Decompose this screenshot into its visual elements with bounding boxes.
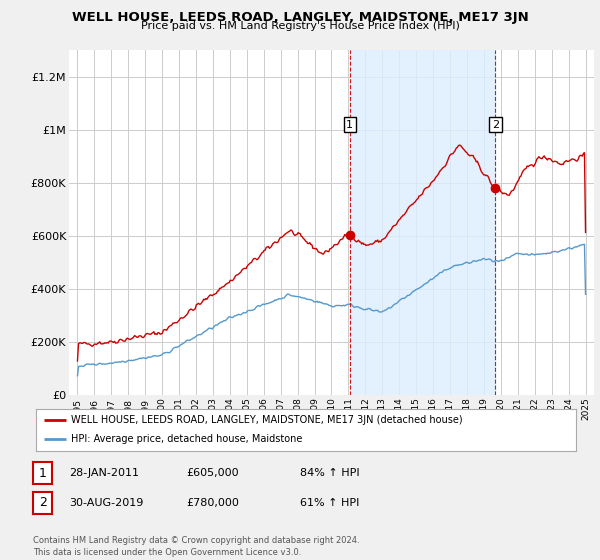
Text: HPI: Average price, detached house, Maidstone: HPI: Average price, detached house, Maid… (71, 435, 302, 445)
Text: 2: 2 (38, 496, 47, 510)
Text: 30-AUG-2019: 30-AUG-2019 (69, 498, 143, 508)
Text: £605,000: £605,000 (186, 468, 239, 478)
Text: WELL HOUSE, LEEDS ROAD, LANGLEY, MAIDSTONE, ME17 3JN: WELL HOUSE, LEEDS ROAD, LANGLEY, MAIDSTO… (71, 11, 529, 24)
Text: Price paid vs. HM Land Registry's House Price Index (HPI): Price paid vs. HM Land Registry's House … (140, 21, 460, 31)
Text: 1: 1 (38, 466, 47, 480)
Text: Contains HM Land Registry data © Crown copyright and database right 2024.
This d: Contains HM Land Registry data © Crown c… (33, 536, 359, 557)
Text: 61% ↑ HPI: 61% ↑ HPI (300, 498, 359, 508)
Text: WELL HOUSE, LEEDS ROAD, LANGLEY, MAIDSTONE, ME17 3JN (detached house): WELL HOUSE, LEEDS ROAD, LANGLEY, MAIDSTO… (71, 415, 463, 425)
Bar (350, 50, 495, 395)
Text: £780,000: £780,000 (186, 498, 239, 508)
Text: 28-JAN-2011: 28-JAN-2011 (69, 468, 139, 478)
Text: 1: 1 (346, 120, 353, 129)
Text: 84% ↑ HPI: 84% ↑ HPI (300, 468, 359, 478)
Text: 2: 2 (492, 120, 499, 129)
